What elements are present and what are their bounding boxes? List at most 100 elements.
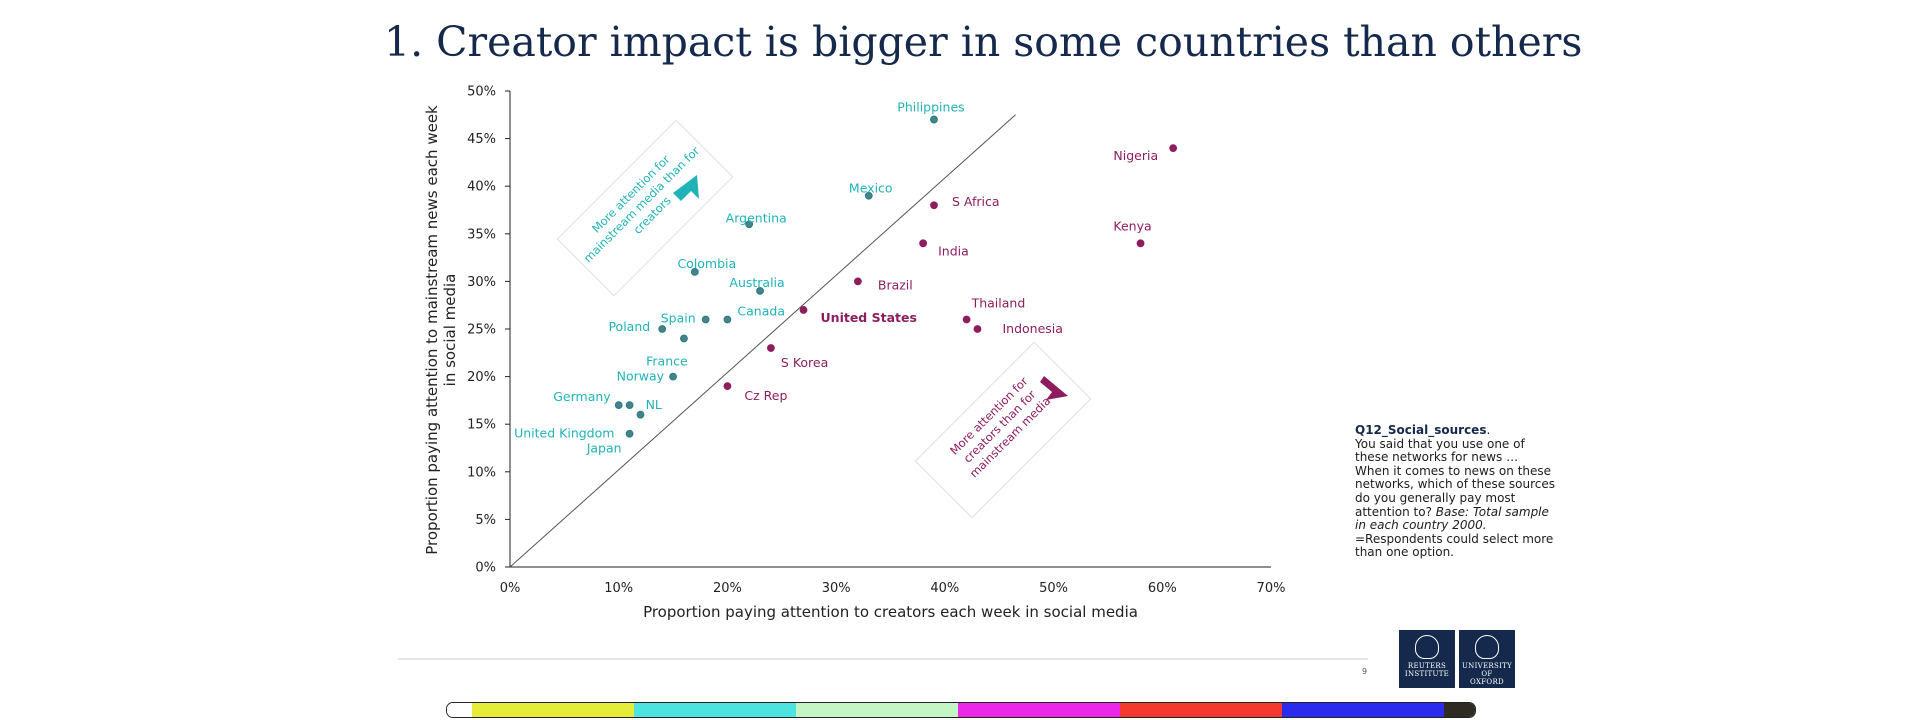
down-right-arrow-icon	[1040, 376, 1068, 400]
y-tick-label: 5%	[475, 513, 496, 528]
data-label: United Kingdom	[514, 426, 614, 441]
reuters-logo-line-2: INSTITUTE	[1404, 670, 1450, 678]
note-body: You said that you use one of these netwo…	[1355, 436, 1556, 519]
data-label: Poland	[608, 319, 650, 334]
x-tick-label: 10%	[604, 581, 633, 596]
data-point	[745, 220, 754, 229]
data-point	[973, 325, 982, 333]
data-point	[864, 191, 873, 200]
data-label: Japan	[586, 441, 622, 456]
scatter-chart: 0% 10% 20% 30% 40% 50% 60% 70% 0% 5% 10% 15% 20% 25% 3…	[423, 85, 1286, 622]
reuters-emblem-icon	[1415, 635, 1439, 659]
data-label: Brazil	[878, 277, 913, 292]
y-axis-label-line: Proportion paying attention to mainstrea…	[423, 105, 441, 555]
oxford-logo-line-1: UNIVERSITY OF	[1461, 662, 1513, 678]
y-tick-label: 15%	[467, 418, 496, 433]
data-label: Indonesia	[1002, 321, 1062, 336]
data-label: France	[646, 354, 688, 369]
x-tick-label: 50%	[1039, 581, 1068, 596]
data-label: Argentina	[726, 210, 787, 225]
data-point	[723, 315, 732, 324]
parity-line	[509, 114, 1016, 568]
y-tick-label: 0%	[475, 561, 496, 576]
x-tick-label: 60%	[1148, 581, 1177, 596]
data-point	[636, 410, 645, 419]
oxford-crest-icon	[1475, 635, 1499, 659]
strip-segment	[957, 703, 1120, 717]
y-tick-label: 50%	[467, 85, 496, 100]
x-tick-label: 40%	[930, 581, 959, 596]
data-point	[658, 325, 667, 333]
x-tick-label: 70%	[1257, 581, 1286, 596]
slide-title: 1. Creator impact is bigger in some coun…	[384, 18, 1583, 66]
data-point	[614, 401, 623, 410]
data-point	[767, 344, 775, 352]
note-base: Base: Total sample in each country 2000.	[1355, 504, 1549, 533]
strip-segment	[1281, 703, 1444, 717]
data-point	[625, 429, 634, 438]
data-point	[919, 239, 928, 248]
y-tick-label: 10%	[467, 465, 496, 480]
y-tick-label: 25%	[467, 323, 496, 338]
data-label: India	[938, 243, 969, 258]
data-point	[962, 315, 971, 324]
strip-segment	[633, 703, 796, 717]
strip-segment	[447, 703, 472, 717]
data-label: Germany	[553, 389, 611, 404]
data-label: Norway	[617, 369, 665, 384]
data-point	[853, 277, 862, 286]
x-tick-label: 20%	[713, 581, 742, 596]
y-axis-label: Proportion paying attention to mainstrea…	[423, 105, 459, 555]
data-point	[930, 115, 938, 124]
data-label: Colombia	[677, 256, 736, 271]
oxford-university-logo: UNIVERSITY OF OXFORD	[1459, 630, 1515, 688]
y-tick-label: 30%	[467, 275, 496, 290]
data-label: Nigeria	[1113, 148, 1158, 163]
data-point	[625, 401, 634, 410]
data-label: Spain	[661, 310, 696, 325]
data-label: Mexico	[849, 181, 893, 196]
data-point	[723, 382, 732, 391]
data-label: Kenya	[1113, 218, 1151, 233]
y-axis-label-line: in social media	[441, 274, 459, 387]
up-left-arrow-icon	[673, 175, 699, 201]
data-label: Australia	[729, 275, 784, 290]
y-tick-label: 40%	[467, 180, 496, 195]
survey-note: Q12_Social_sources. You said that you us…	[1355, 423, 1556, 560]
strip-segment	[471, 703, 634, 717]
note-title: Q12_Social_sources	[1355, 423, 1487, 437]
data-point	[669, 372, 677, 381]
data-point	[1169, 144, 1178, 153]
data-point	[690, 267, 699, 276]
data-point	[930, 201, 938, 210]
data-point	[1136, 239, 1145, 248]
data-label: United States	[821, 310, 917, 325]
page-divider	[398, 658, 1368, 660]
note-footnote: =Respondents could select more than one …	[1355, 531, 1554, 560]
y-tick-label: 45%	[467, 132, 496, 147]
x-axis-label: Proportion paying attention to creators …	[643, 603, 1138, 621]
reuters-institute-logo: REUTERS INSTITUTE	[1399, 630, 1455, 688]
data-point	[756, 287, 764, 295]
data-label: Cz Rep	[744, 388, 787, 403]
strip-segment	[1443, 703, 1475, 717]
x-tick-label: 30%	[822, 581, 851, 596]
data-point	[799, 306, 808, 314]
data-label: S Korea	[781, 355, 828, 370]
data-point	[701, 315, 710, 324]
data-label: NL	[646, 397, 662, 412]
data-label: Philippines	[897, 100, 964, 115]
mainstream-annotation-box	[556, 119, 734, 297]
reuters-logo-line-1: REUTERS	[1407, 662, 1447, 670]
x-tick-label: 0%	[500, 581, 521, 596]
y-tick-label: 20%	[467, 370, 496, 385]
page-number: 9	[1362, 667, 1368, 676]
strip-segment	[795, 703, 958, 717]
oxford-logo-line-2: OXFORD	[1470, 678, 1504, 686]
data-label: S Africa	[952, 194, 1000, 209]
color-strip	[446, 702, 1476, 718]
y-tick-label: 35%	[467, 227, 496, 242]
data-label: Thailand	[971, 295, 1026, 310]
strip-segment	[1119, 703, 1282, 717]
